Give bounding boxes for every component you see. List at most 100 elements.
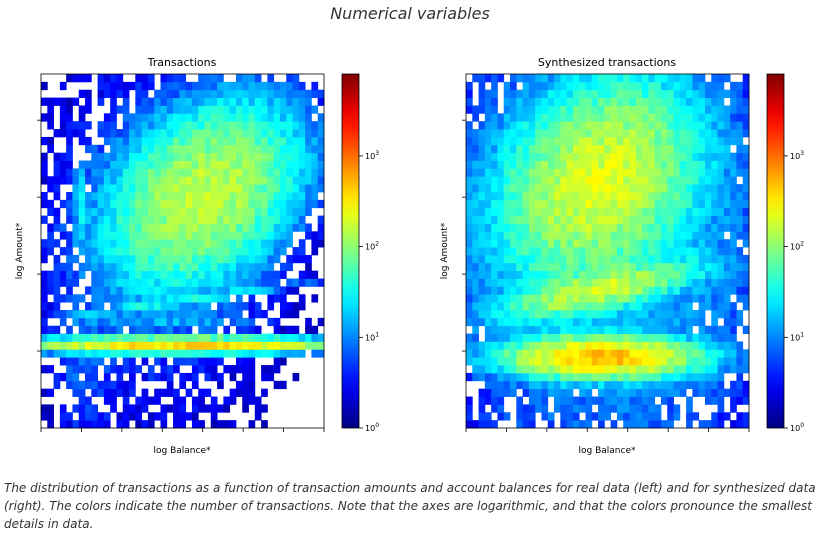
heatmap-cell [53,176,61,185]
heatmap-cell [78,89,86,98]
heatmap-cell [97,199,105,209]
heatmap-cell [698,121,706,130]
heatmap-cell [217,121,224,130]
heatmap-cell [698,152,706,161]
heatmap-cell [229,365,237,374]
heatmap-cell [97,239,105,248]
heatmap-cell [198,97,205,106]
heatmap-cell [704,380,712,390]
heatmap-cell [122,349,130,358]
heatmap-cell [692,333,700,342]
heatmap-cell [572,144,580,154]
heatmap-cell [484,184,492,193]
heatmap-cell [585,388,593,397]
heatmap-cell [629,184,637,193]
heatmap-cell [736,412,744,421]
heatmap-cell [59,357,67,366]
heatmap-cell [66,239,73,248]
heatmap-cell [560,278,568,287]
heatmap-cell [191,349,199,358]
heatmap-cell [147,239,155,248]
heatmap-cell [267,247,275,256]
heatmap-cell [154,121,161,130]
heatmap-cell [679,286,687,295]
heatmap-cell [66,199,73,209]
heatmap-cell [604,262,612,272]
heatmap-cell [566,349,574,358]
heatmap-cell [497,396,505,405]
heatmap-cell [116,302,124,311]
heatmap-cell [541,239,549,248]
heatmap-cell [711,121,718,130]
heatmap-cell [528,231,536,240]
heatmap-cell [47,144,54,154]
heatmap-cell [478,81,486,91]
heatmap-cell [217,215,224,224]
heatmap-cell [179,247,187,256]
heatmap-cell [217,420,224,429]
heatmap-cell [610,121,618,130]
heatmap-cell [191,333,199,342]
heatmap-cell [667,365,674,374]
heatmap-cell [585,270,593,279]
heatmap-cell [510,286,517,295]
heatmap-cell [267,365,275,374]
heatmap-cell [579,396,586,405]
heatmap-cell [72,310,80,319]
y-axis-label: log Amount* [15,222,25,279]
heatmap-cell [110,270,117,279]
heatmap-cell [311,121,319,130]
heatmap-cell [141,396,149,405]
heatmap-cell [305,105,312,114]
heatmap-cell [579,262,586,272]
heatmap-cell [223,215,231,224]
heatmap-cell [503,231,511,240]
heatmap-cell [591,357,599,366]
heatmap-cell [179,317,187,327]
heatmap-cell [478,74,486,83]
heatmap-cell [472,333,479,342]
heatmap-cell [742,365,750,374]
heatmap-cell [103,113,111,122]
heatmap-cell [223,420,231,429]
heatmap-cell [503,310,511,319]
heatmap-cell [616,247,624,256]
heatmap-cell [528,168,536,177]
heatmap-cell [254,349,262,358]
heatmap-cell [667,388,674,397]
heatmap-cell [616,121,624,130]
heatmap-cell [122,97,130,106]
heatmap-cell [510,380,517,390]
heatmap-cell [629,239,637,248]
heatmap-cell [704,357,712,366]
heatmap-cell [717,215,725,224]
heatmap-cell [173,105,180,114]
heatmap-cell [204,223,212,232]
heatmap-cell [198,105,205,114]
heatmap-cell [723,74,731,83]
heatmap-cell [503,105,511,114]
heatmap-cell [717,333,725,342]
heatmap-cell [730,262,737,272]
heatmap-cell [267,89,275,98]
heatmap-cell [248,215,256,224]
heatmap-cell [286,184,293,193]
heatmap-cell [616,372,624,382]
heatmap-cell [141,372,149,382]
heatmap-cell [679,333,687,342]
heatmap-cell [598,97,605,106]
heatmap-cell [723,349,731,358]
heatmap-cell [717,184,725,193]
heatmap-cell [604,302,612,311]
heatmap-cell [648,113,656,122]
heatmap-cell [122,396,130,405]
heatmap-cell [522,262,530,272]
heatmap-cell [692,184,700,193]
heatmap-cell [298,168,306,177]
heatmap-cell [191,420,199,429]
heatmap-cell [478,121,486,130]
heatmap-cell [292,176,300,185]
heatmap-cell [91,247,98,256]
heatmap-cell [554,372,561,382]
heatmap-cell [478,160,486,169]
